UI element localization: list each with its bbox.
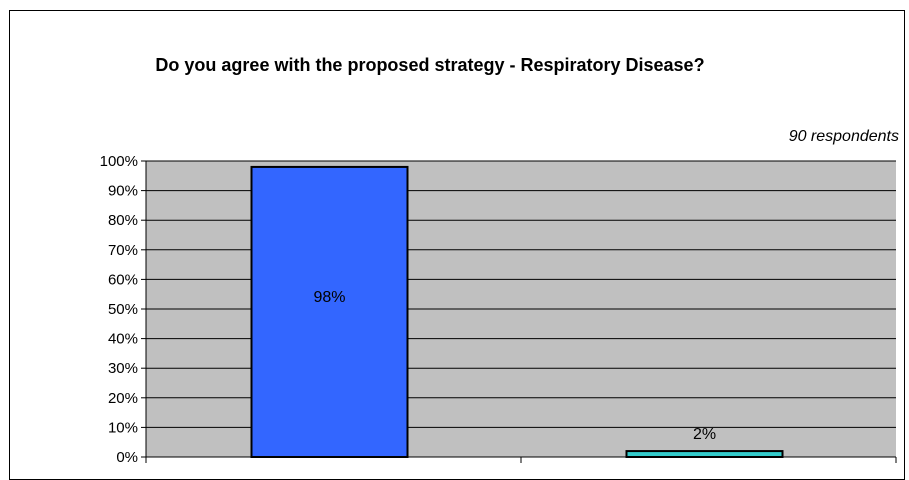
y-tick-label: 40% bbox=[108, 331, 138, 348]
bar-chart: 0% 10% 20% 30% 40% 50% 60% 70% 80% 90% 100% 98% 2% bbox=[100, 153, 897, 466]
y-tick-label: 10% bbox=[108, 419, 138, 436]
y-tick-label: 20% bbox=[108, 390, 138, 407]
chart-subtitle: 90 respondents bbox=[788, 128, 899, 145]
bar bbox=[250, 165, 409, 458]
y-tick-label: 0% bbox=[116, 449, 138, 466]
chart-title: Do you agree with the proposed strategy … bbox=[155, 55, 705, 75]
bar-data-label: 2% bbox=[693, 426, 716, 443]
bar bbox=[625, 450, 784, 458]
y-tick-label: 80% bbox=[108, 212, 138, 229]
y-tick-label: 100% bbox=[100, 153, 138, 170]
y-tick-label: 90% bbox=[108, 183, 138, 200]
y-tick-label: 70% bbox=[108, 242, 138, 259]
y-tick-label: 50% bbox=[108, 301, 138, 318]
bar-data-label: 98% bbox=[313, 289, 345, 306]
y-tick-label: 60% bbox=[108, 271, 138, 288]
y-tick-label: 30% bbox=[108, 360, 138, 377]
